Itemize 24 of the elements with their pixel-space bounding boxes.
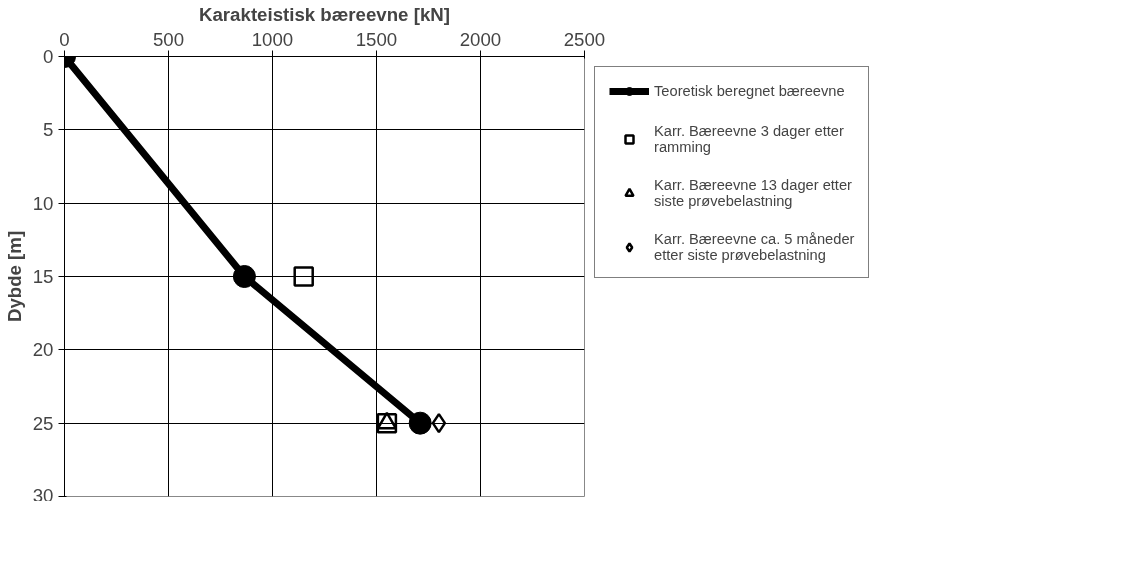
point xyxy=(376,412,398,434)
legend-label: Karr. Bæreevne 3 dager etter ramming xyxy=(654,123,844,155)
x-tick-label: 1500 xyxy=(355,28,398,50)
point xyxy=(408,411,432,435)
x-axis-title: Karakteistisk bæreevne [kN] xyxy=(199,3,450,25)
legend-label: Teoretisk beregnet bæreevne xyxy=(654,83,845,99)
legend-label: Karr. Bæreevne ca. 5 måneder etter siste prøvebelastning xyxy=(654,231,855,263)
point xyxy=(376,411,398,430)
x-tick-label: 1000 xyxy=(251,28,294,50)
y-tick-label: 0 xyxy=(43,46,54,67)
x-tick-label: 2500 xyxy=(563,28,606,50)
y-tick-label: 15 xyxy=(32,266,54,287)
y-tick-label: 20 xyxy=(32,339,54,361)
y-axis-title: Dybde [m] xyxy=(3,230,25,323)
y-tick-label: 5 xyxy=(43,119,54,141)
point xyxy=(431,412,447,434)
legend-label: Karr. Bæreevne 13 dager etter siste prøvebelastning xyxy=(654,177,852,209)
x-tick-label: 0 xyxy=(59,28,70,50)
point xyxy=(293,266,314,287)
y-tick-label: 30 xyxy=(32,484,54,506)
y-tick-label: 10 xyxy=(32,192,54,214)
x-tick-label: 500 xyxy=(152,28,185,50)
x-tick-label: 2000 xyxy=(459,28,502,50)
y-tick-label: 25 xyxy=(32,412,54,434)
